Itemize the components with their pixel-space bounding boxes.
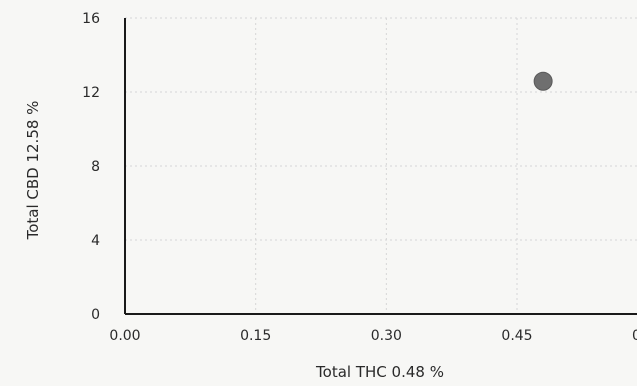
grid-lines	[125, 17, 637, 314]
x-axis-label: Total THC 0.48 %	[315, 363, 444, 381]
x-tick-label: 0	[632, 328, 637, 344]
x-tick-label: 0.45	[501, 328, 532, 344]
y-tick-label: 4	[91, 233, 100, 249]
y-tick-labels: 0 4 8 12 16	[82, 11, 100, 323]
y-axis-label: Total CBD 12.58 %	[24, 101, 42, 241]
y-tick-label: 16	[82, 11, 100, 27]
x-tick-label: 0.15	[240, 328, 271, 344]
y-tick-label: 0	[91, 307, 100, 323]
data-points	[533, 71, 553, 91]
y-tick-label: 8	[91, 159, 100, 175]
data-point	[533, 71, 553, 91]
x-tick-labels: 0.00 0.15 0.30 0.45 0	[109, 328, 637, 344]
x-tick-label: 0.30	[371, 328, 402, 344]
x-tick-label: 0.00	[109, 328, 140, 344]
y-tick-label: 12	[82, 85, 100, 101]
